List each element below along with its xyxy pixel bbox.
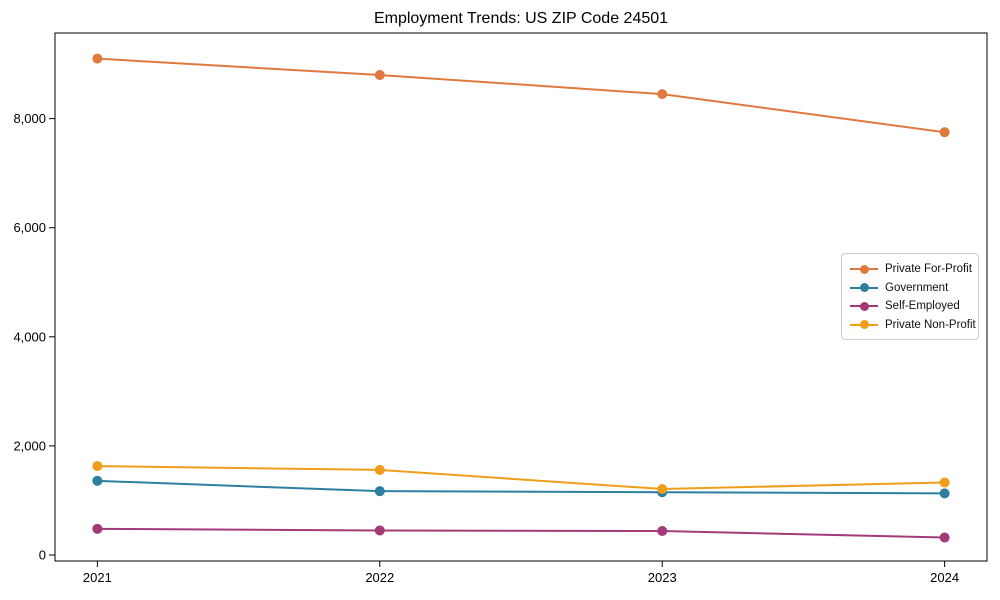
legend-line-marker-icon (850, 264, 878, 274)
x-axis-tick-label: 2024 (930, 570, 959, 585)
data-point-private-non-profit (657, 484, 668, 494)
legend-line-marker-icon (850, 320, 878, 330)
legend-item-self-employed: Self-Employed (850, 298, 974, 314)
series-line-government (97, 479, 945, 495)
y-axis-tick-label: 6,000 (13, 220, 46, 235)
data-point-private-for-profit (939, 127, 950, 138)
data-point-private-non-profit (939, 477, 950, 488)
legend-label-self-employed: Self-Employed (885, 300, 960, 313)
legend-label-private-for-profit: Private For-Profit (885, 263, 972, 275)
legend-label-private-non-profit: Private Non-Profit (885, 318, 976, 331)
chart-title: Employment Trends: US ZIP Code 24501 (373, 10, 669, 27)
legend-item-government: Government (850, 280, 974, 296)
data-point-self-employed (374, 525, 385, 536)
data-point-self-employed (92, 523, 103, 534)
legend-item-private-non-profit: Private Non-Profit (850, 317, 976, 333)
x-axis-tick-label: 2022 (365, 570, 394, 585)
legend-item-private-for-profit: Private For-Profit (850, 261, 974, 277)
x-axis-tick-label: 2023 (648, 570, 677, 585)
y-axis-tick-label: 4,000 (13, 329, 46, 344)
data-point-government (939, 488, 950, 499)
y-axis-tick-label: 8,000 (13, 111, 46, 126)
data-point-private-non-profit (92, 461, 103, 472)
plot-border (54, 32, 988, 562)
series-line-private-non-profit (97, 465, 945, 491)
data-point-private-for-profit (374, 70, 385, 80)
legend-line-marker-icon (850, 283, 878, 293)
data-point-self-employed (657, 526, 668, 536)
x-axis-tick-label: 2021 (83, 570, 112, 585)
legend: Private For-Profit Government Self-Employe… (841, 253, 979, 340)
y-axis-tick-label: 2,000 (13, 438, 46, 453)
y-axis-tick-label: 0 (39, 548, 46, 563)
data-point-government (92, 475, 103, 486)
data-point-self-employed (939, 532, 950, 543)
legend-label-government: Government (885, 281, 949, 294)
data-point-government (374, 486, 385, 497)
series-line-self-employed (97, 527, 945, 539)
data-point-private-non-profit (374, 464, 385, 475)
data-point-private-for-profit (92, 53, 103, 64)
series-line-private-for-profit (97, 57, 945, 134)
legend-line-marker-icon (850, 301, 878, 311)
data-point-private-for-profit (657, 89, 668, 100)
